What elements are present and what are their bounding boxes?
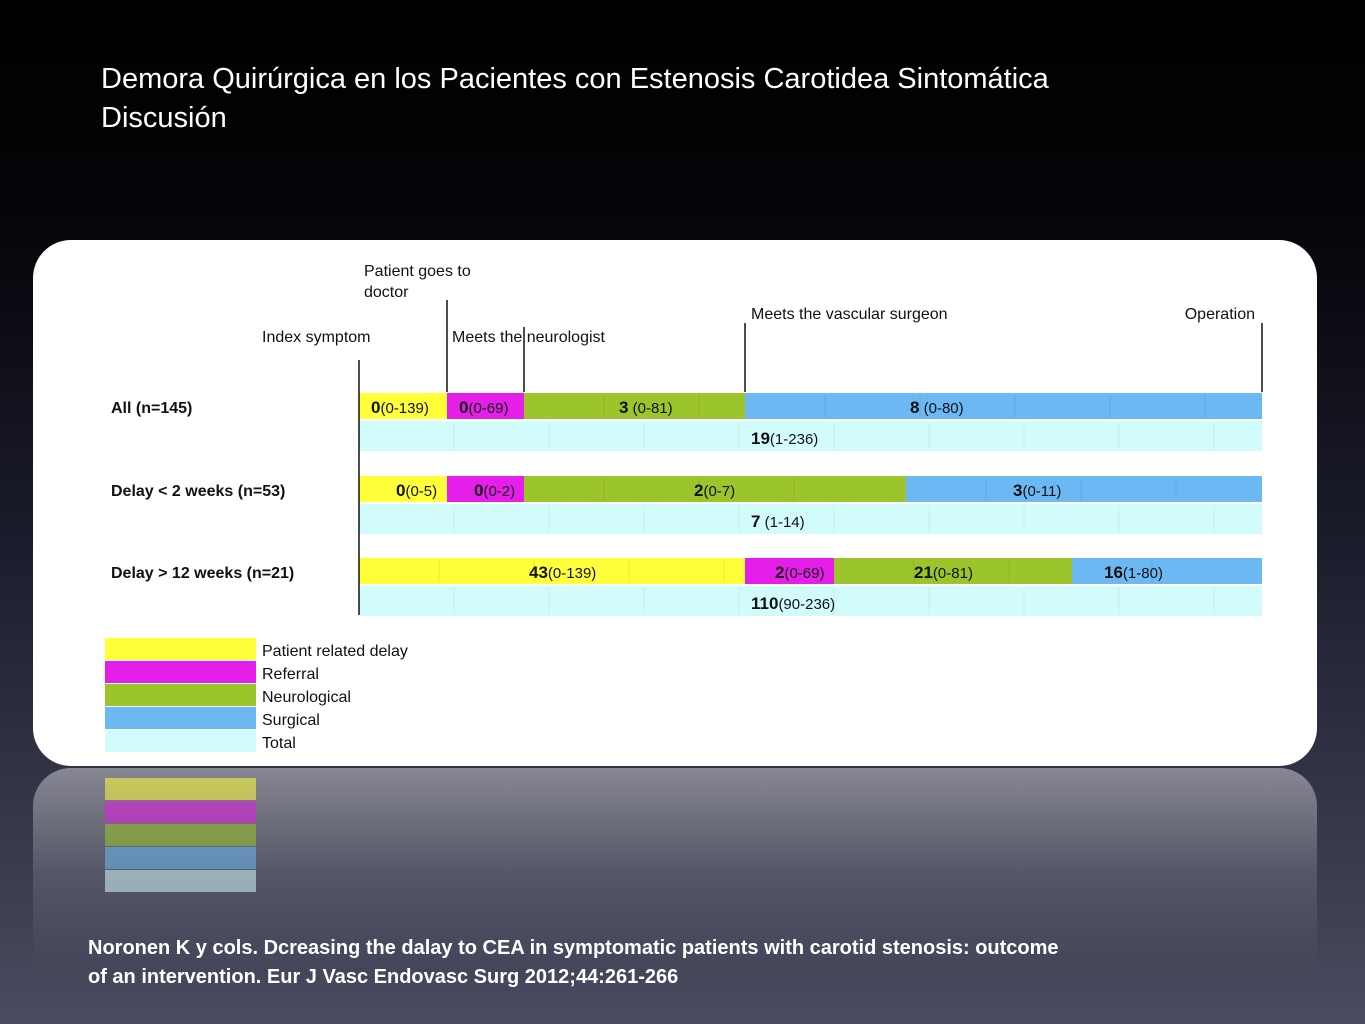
- legend-reflection-group: [105, 778, 256, 892]
- citation: Noronen K y cols. Dcreasing the dalay to…: [88, 934, 1288, 992]
- bar-segment-neuro: [524, 393, 745, 419]
- segment-value-label: 8 (0-80): [910, 398, 964, 417]
- milestone-label: Operation: [1185, 306, 1255, 323]
- reflection-swatch-referral: [105, 801, 256, 823]
- bar-segment-patient: [359, 558, 745, 584]
- legend-label: Patient related delay: [262, 643, 408, 660]
- segment-value-label: 2(0-7): [694, 481, 735, 500]
- legend-label: Neurological: [262, 689, 351, 706]
- segment-value-label: 0(0-69): [459, 398, 508, 417]
- legend-swatch-surgical: [105, 707, 256, 729]
- bar-segment-neuro: [834, 558, 1072, 584]
- row-label: Delay < 2 weeks (n=53): [111, 483, 285, 500]
- total-value-label: 19(1-236): [751, 429, 818, 448]
- bar-segment-surgical: [1072, 558, 1262, 584]
- bar-segment-surgical: [745, 393, 1262, 419]
- legend: Patient related delay Referral Neurologica…: [105, 638, 408, 752]
- bar-segment-patient: [359, 476, 447, 502]
- row-label: Delay > 12 weeks (n=21): [111, 565, 294, 582]
- row-label: All (n=145): [111, 400, 192, 417]
- total-value-label: 7 (1-14): [751, 512, 805, 531]
- bar-total: [359, 586, 1262, 616]
- reflection-swatch-neuro: [105, 824, 256, 846]
- segment-value-label: 21(0-81): [914, 563, 973, 582]
- delay-chart: Index symptom Patient goes to doctor Meets …: [105, 263, 1263, 752]
- legend-swatch-referral: [105, 661, 256, 683]
- bar-segment-surgical: [906, 476, 1262, 502]
- segment-value-label: 3 (0-81): [619, 398, 673, 417]
- segment-value-label: 16(1-80): [1104, 563, 1163, 582]
- chart-row: All (n=145) 0(0-139) 0(0-69) 3 (0-81) 8 (0-8…: [111, 393, 1262, 451]
- bar-segment-referral: [447, 476, 524, 502]
- bar-segment-referral: [447, 393, 524, 419]
- legend-swatch-neuro: [105, 684, 256, 706]
- chart-row: Delay > 12 weeks (n=21) 43(0-139) 2(0-69) 2…: [111, 558, 1262, 616]
- segment-value-label: 0(0-139): [371, 398, 429, 417]
- legend-label: Total: [262, 735, 296, 752]
- milestone-label: Index symptom: [262, 329, 370, 346]
- milestone-label: Meets the vascular surgeon: [751, 306, 948, 323]
- bar-total: [359, 421, 1262, 451]
- chart-reflection: [33, 768, 1317, 968]
- legend-label: Surgical: [262, 712, 320, 729]
- legend-label: Referral: [262, 666, 319, 683]
- segment-value-label: 2(0-69): [775, 563, 824, 582]
- legend-swatch-patient: [105, 638, 256, 660]
- reflection-swatch-patient: [105, 778, 256, 800]
- segment-value-label: 0(0-2): [474, 481, 515, 500]
- slide-title: Demora Quirúrgica en los Pacientes con E…: [101, 60, 1281, 138]
- segment-value-label: 43(0-139): [529, 563, 596, 582]
- segment-value-label: 3(0-11): [1013, 481, 1061, 500]
- milestone-label: doctor: [364, 284, 409, 301]
- bar-segment-referral: [745, 558, 834, 584]
- slide-title-line-1: Demora Quirúrgica en los Pacientes con E…: [101, 63, 1049, 95]
- bar-segment-patient: [359, 393, 447, 419]
- milestone-ticks: [358, 300, 1263, 615]
- bar-segment-neuro: [524, 476, 906, 502]
- citation-line-2: of an intervention. Eur J Vasc Endovasc …: [88, 966, 679, 988]
- citation-line-1: Noronen K y cols. Dcreasing the dalay to…: [88, 937, 1059, 959]
- milestone-labels: Index symptom Patient goes to doctor Meets …: [262, 263, 1255, 346]
- reflection-swatch-total: [105, 870, 256, 892]
- chart-panel: Index symptom Patient goes to doctor Meets …: [33, 240, 1317, 766]
- legend-reflection: [105, 778, 256, 892]
- segment-value-label: 0(0-5): [396, 481, 437, 500]
- bar-total: [359, 504, 1262, 534]
- milestone-label: Patient goes to: [364, 263, 471, 280]
- chart-rows: All (n=145) 0(0-139) 0(0-69) 3 (0-81) 8 (0-8…: [111, 393, 1262, 616]
- milestone-label: Meets the neurologist: [452, 329, 606, 346]
- reflection-swatch-surgical: [105, 847, 256, 869]
- chart-row: Delay < 2 weeks (n=53) 0(0-5) 0(0-2) 2(0-7)…: [111, 476, 1262, 534]
- legend-swatch-total: [105, 730, 256, 752]
- slide-title-line-2: Discusión: [101, 102, 227, 134]
- total-value-label: 110(90-236): [751, 594, 835, 613]
